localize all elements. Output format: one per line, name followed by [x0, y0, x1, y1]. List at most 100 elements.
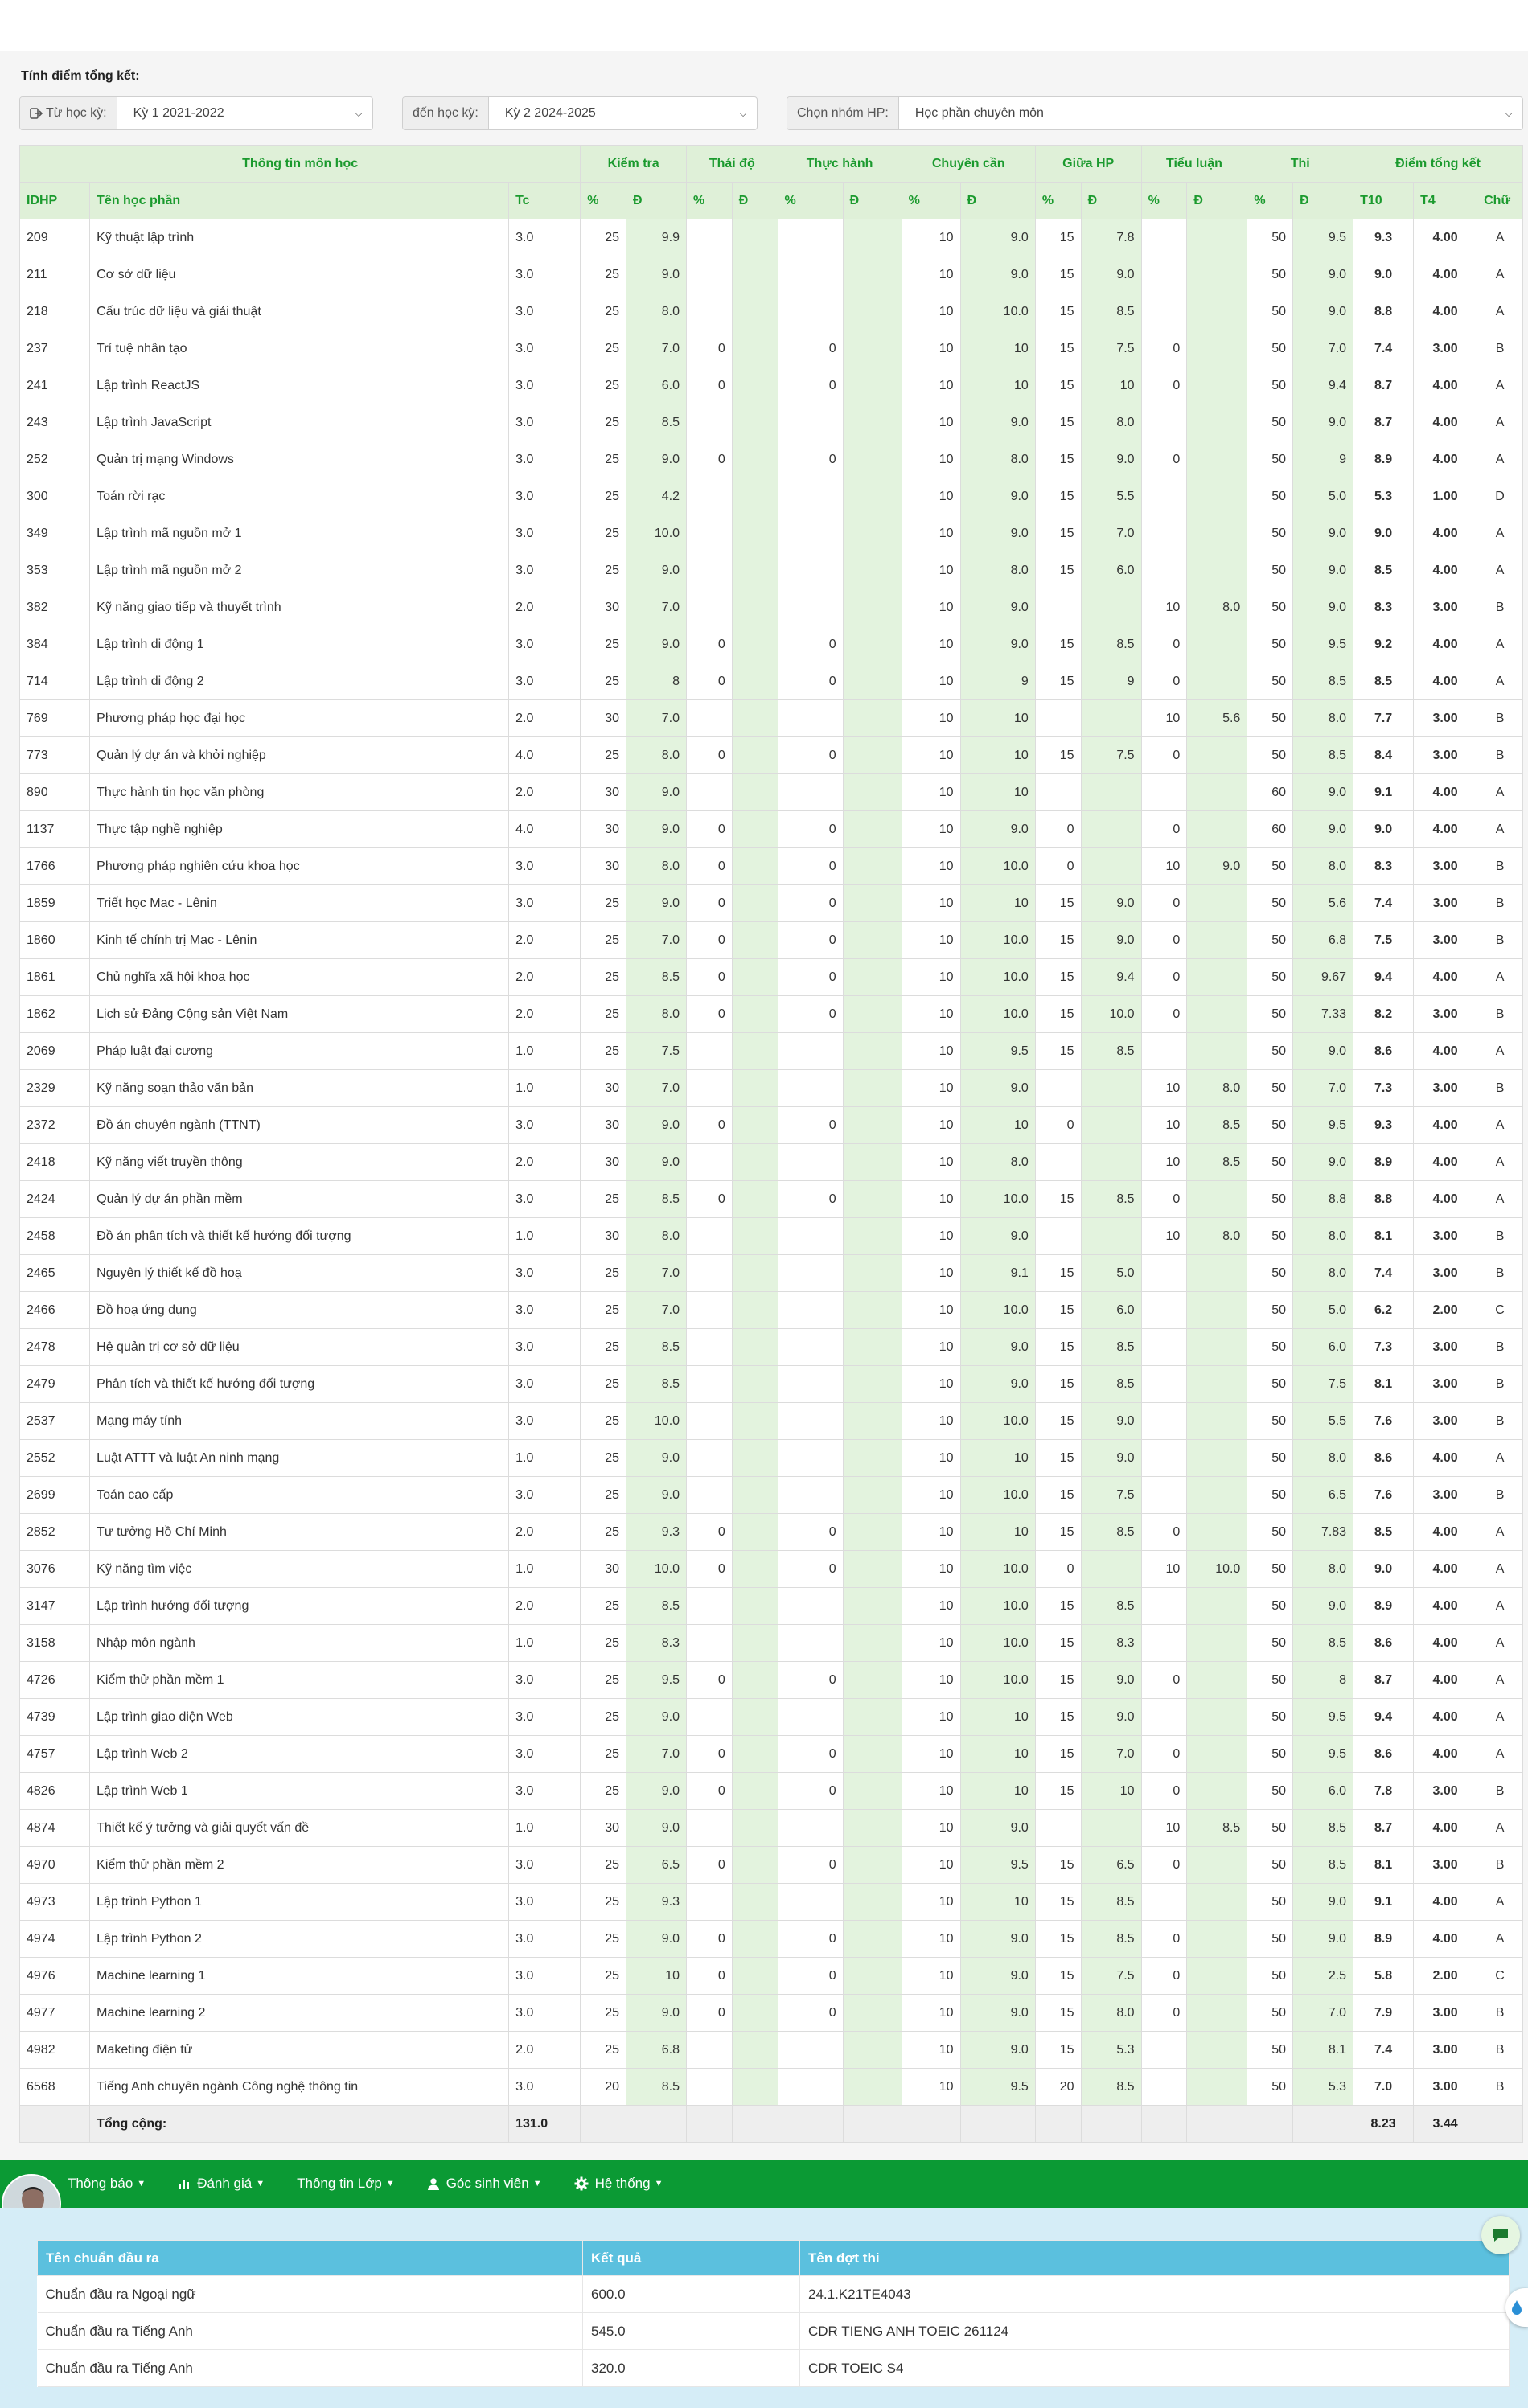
table-cell: 0: [777, 1513, 844, 1551]
table-cell: 25: [580, 663, 627, 700]
table-cell: 15: [1034, 921, 1082, 959]
total-row: Tổng cộng: 131.0 8.23 3.44: [18, 2105, 1523, 2143]
table-cell: [1140, 1365, 1188, 1403]
table-cell: 9: [1080, 663, 1142, 700]
table-cell: 15: [1034, 478, 1082, 515]
table-cell: [731, 1550, 778, 1588]
table-cell: [1080, 699, 1142, 737]
table-cell: 8.5: [1292, 663, 1354, 700]
table-cell: 10: [901, 884, 961, 922]
table-cell: 9.0: [626, 552, 688, 589]
table-cell: [731, 1883, 778, 1921]
table-cell: 3.0: [508, 1476, 581, 1514]
group-header: Kiểm tra: [580, 145, 688, 183]
table-cell: 0: [1140, 810, 1188, 848]
table-cell: 9.0: [626, 1772, 688, 1810]
chat-button[interactable]: [1481, 2216, 1520, 2254]
table-cell: A: [1477, 1587, 1523, 1625]
table-cell: 10: [901, 404, 961, 441]
table-cell: 0: [686, 810, 733, 848]
table-cell: [731, 552, 778, 589]
table-cell: 8.3: [1353, 589, 1415, 626]
table-cell: 3.00: [1413, 884, 1478, 922]
table-cell: 15: [1034, 1883, 1082, 1921]
nav-item-student-corner[interactable]: Góc sinh viên ▼: [427, 2176, 542, 2192]
table-cell: [731, 2068, 778, 2106]
nav-item-notifications[interactable]: Thông báo ▼: [68, 2176, 146, 2191]
table-cell: 9.1: [1353, 773, 1415, 811]
table-cell: 9.5: [959, 1846, 1036, 1884]
table-cell: [1140, 2068, 1188, 2106]
table-cell: 10.0: [959, 1291, 1036, 1329]
group-header: Chuyên cần: [901, 145, 1036, 183]
table-cell: 25: [580, 404, 627, 441]
table-cell: [731, 1032, 778, 1070]
table-cell: 8.5: [1186, 1106, 1248, 1144]
table-cell: 4.2: [626, 478, 688, 515]
course-name: Triết học Mac - Lênin: [89, 884, 510, 922]
table-cell: 7.33: [1292, 995, 1354, 1033]
table-cell: 0: [1140, 1772, 1188, 1810]
table-cell: 3.00: [1413, 1365, 1478, 1403]
table-cell: [686, 1328, 733, 1366]
course-name: Cấu trúc dữ liệu và giải thuật: [89, 293, 510, 330]
table-cell: 9.67: [1292, 958, 1354, 996]
course-group-select[interactable]: Học phần chuyên môn ⌵: [914, 106, 1513, 120]
table-cell: [731, 515, 778, 552]
column-header: %: [1034, 182, 1082, 219]
table-cell: 9.2: [1353, 626, 1415, 663]
table-cell: 6.0: [1080, 1291, 1142, 1329]
table-cell: 0: [777, 995, 844, 1033]
table-cell: [842, 1254, 902, 1292]
table-cell: 2.0: [508, 958, 581, 996]
table-cell: 10: [959, 1513, 1036, 1551]
table-cell: [731, 1254, 778, 1292]
table-cell: 0: [777, 1772, 844, 1810]
table-cell: [686, 1143, 733, 1181]
table-cell: 30: [580, 1069, 627, 1107]
table-cell: 4739: [18, 1698, 91, 1736]
nav-item-system[interactable]: Hệ thống ▼: [574, 2176, 663, 2192]
table-cell: [1140, 404, 1188, 441]
course-group-group: Chọn nhóm HP: Học phần chuyên môn ⌵: [787, 96, 1523, 130]
table-cell: [1186, 478, 1248, 515]
table-cell: 5.5: [1292, 1402, 1354, 1440]
table-cell: 0: [1140, 330, 1188, 367]
table-cell: 8.0: [959, 1143, 1036, 1181]
table-cell: 3.0: [508, 1883, 581, 1921]
nav-item-class-info[interactable]: Thông tin Lớp ▼: [297, 2176, 395, 2191]
table-cell: 25: [580, 1476, 627, 1514]
table-cell: 25: [580, 736, 627, 774]
table-cell: 25: [580, 1365, 627, 1403]
chevron-down-icon: ⌵: [355, 107, 363, 119]
table-cell: [1186, 921, 1248, 959]
course-name: Machine learning 1: [89, 1957, 510, 1995]
table-cell: 8: [1292, 1661, 1354, 1699]
table-cell: 10.0: [959, 1476, 1036, 1514]
table-cell: 10: [901, 256, 961, 293]
table-cell: 3.0: [508, 1402, 581, 1440]
table-cell: 10: [959, 1439, 1036, 1477]
table-cell: 2699: [18, 1476, 91, 1514]
table-cell: [1186, 330, 1248, 367]
table-cell: [731, 699, 778, 737]
table-cell: 3.0: [508, 367, 581, 404]
table-cell: [1140, 1291, 1188, 1329]
from-term-select[interactable]: Kỳ 1 2021-2022 ⌵: [133, 106, 363, 120]
table-cell: 8.1: [1292, 2031, 1354, 2069]
table-cell: 9.0: [626, 1994, 688, 2032]
table-cell: [842, 884, 902, 922]
table-cell: 25: [580, 1254, 627, 1292]
table-cell: 9.0: [959, 1994, 1036, 2032]
table-cell: [686, 1809, 733, 1847]
nav-item-evaluation[interactable]: Đánh giá ▼: [178, 2176, 265, 2192]
table-cell: 3.0: [508, 1920, 581, 1958]
table-cell: [686, 2031, 733, 2069]
table-cell: 0: [777, 921, 844, 959]
outcomes-header: Tên đợt thi: [799, 2240, 1510, 2276]
table-cell: 8.0: [959, 552, 1036, 589]
table-cell: [842, 1143, 902, 1181]
table-cell: 1.0: [508, 1069, 581, 1107]
to-term-select[interactable]: Kỳ 2 2024-2025 ⌵: [504, 106, 747, 120]
table-cell: 7.5: [1080, 736, 1142, 774]
